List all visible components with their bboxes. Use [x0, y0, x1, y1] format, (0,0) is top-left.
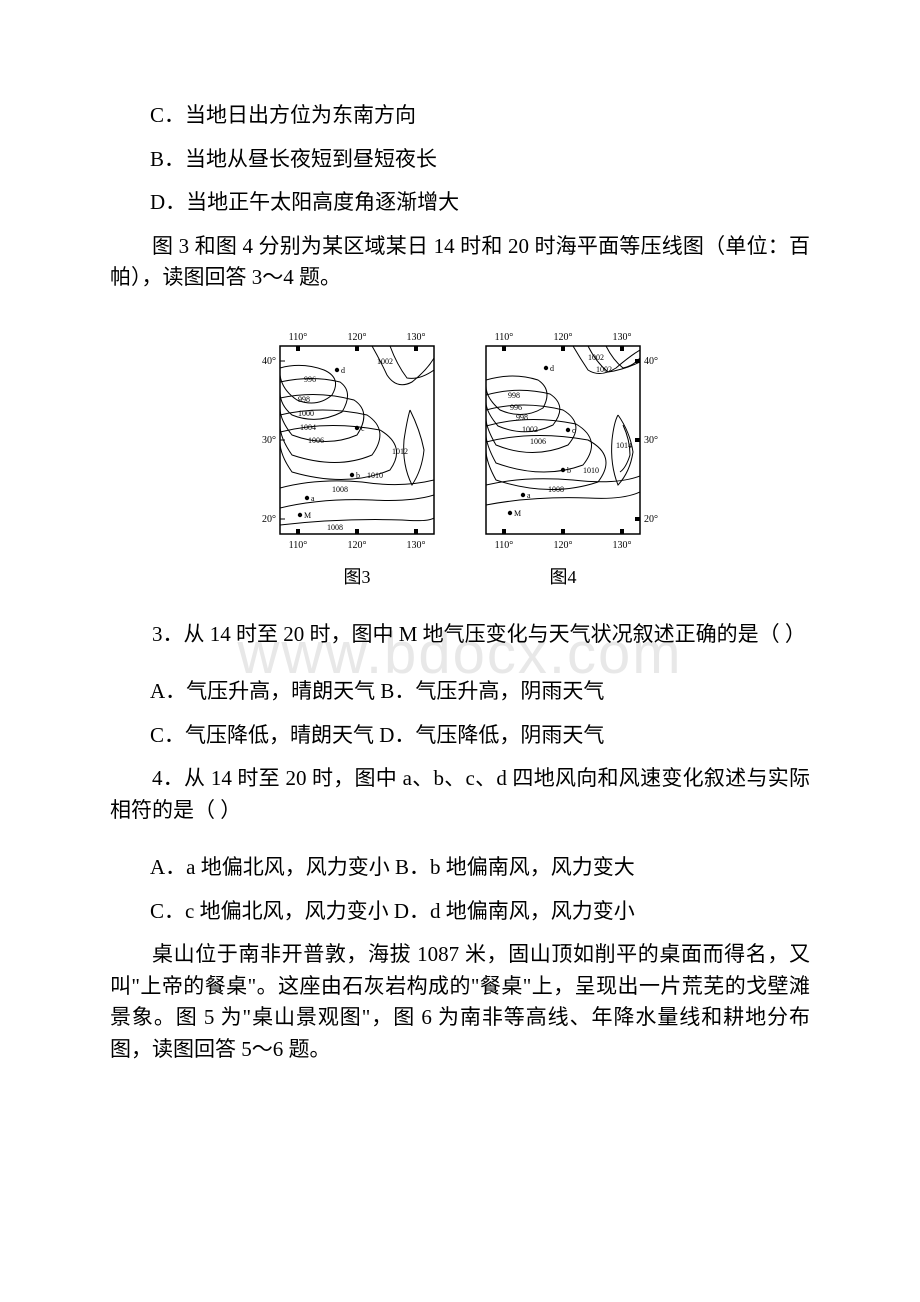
svg-text:M: M	[304, 511, 311, 520]
option-b: B．当地从昼长夜短到昼短夜长	[110, 144, 810, 176]
svg-text:1006: 1006	[308, 436, 324, 445]
svg-text:996: 996	[304, 375, 316, 384]
svg-text:1010: 1010	[367, 471, 383, 480]
svg-text:130°: 130°	[407, 540, 426, 551]
svg-text:20°: 20°	[262, 514, 276, 525]
svg-text:110°: 110°	[495, 540, 514, 551]
q4-opt-ab: A．a 地偏北风，风力变小 B．b 地偏南风，风力变大	[110, 852, 810, 884]
fig4-wrap: 110° 110° 120° 120° 130° 130° 40° 30° 20° d c b aM 99…	[468, 320, 658, 591]
isobar-map: 110° 110° 120° 120° 130° 130° 40° 30° 20° d c b aM 99…	[262, 320, 452, 560]
svg-text:120°: 120°	[348, 332, 367, 343]
svg-text:a: a	[527, 491, 531, 500]
svg-text:1010: 1010	[583, 466, 599, 475]
svg-text:130°: 130°	[407, 332, 426, 343]
svg-text:110°: 110°	[289, 332, 308, 343]
svg-text:c: c	[572, 426, 576, 435]
fig3-caption: 图3	[344, 564, 371, 591]
svg-text:130°: 130°	[613, 332, 632, 343]
option-d: D．当地正午太阳高度角逐渐增大	[110, 187, 810, 219]
svg-text:30°: 30°	[644, 435, 658, 446]
svg-text:1002: 1002	[377, 357, 393, 366]
svg-text:110°: 110°	[495, 332, 514, 343]
q3-stem: 3．从 14 时至 20 时，图中 M 地气压变化与天气状况叙述正确的是（ ）	[110, 619, 810, 651]
option-c: C．当地日出方位为东南方向	[110, 100, 810, 132]
passage-1: 图 3 和图 4 分别为某区域某日 14 时和 20 时海平面等压线图（单位：百…	[110, 231, 810, 294]
svg-text:40°: 40°	[644, 356, 658, 367]
q4-stem: 4．从 14 时至 20 时，图中 a、b、c、d 四地风向和风速变化叙述与实际…	[110, 763, 810, 826]
svg-text:1008: 1008	[548, 485, 564, 494]
svg-text:998: 998	[298, 395, 310, 404]
svg-text:1014: 1014	[616, 441, 632, 450]
svg-text:1004: 1004	[300, 423, 316, 432]
svg-text:30°: 30°	[262, 435, 276, 446]
q3-opt-ab: A．气压升高，晴朗天气 B．气压升高，阴雨天气	[110, 676, 810, 708]
svg-text:40°: 40°	[262, 356, 276, 367]
fig3-wrap: 110° 110° 120° 120° 130° 130° 40° 30° 20° d c b aM 99…	[262, 320, 452, 591]
figure-block: 110°110°120°120°130°130°40°30°20°dcbaM99…	[110, 320, 810, 591]
svg-text:20°: 20°	[644, 514, 658, 525]
q3-opt-cd: C．气压降低，晴朗天气 D．气压降低，阴雨天气	[110, 720, 810, 752]
svg-text:M: M	[514, 509, 521, 518]
svg-text:1008: 1008	[332, 485, 348, 494]
svg-text:120°: 120°	[554, 332, 573, 343]
fig4-caption: 图4	[550, 564, 577, 591]
svg-text:1012: 1012	[392, 447, 408, 456]
svg-text:1000: 1000	[298, 409, 314, 418]
svg-text:110°: 110°	[289, 540, 308, 551]
q4-opt-cd: C．c 地偏北风，风力变小 D．d 地偏南风，风力变小	[110, 896, 810, 928]
svg-text:996: 996	[510, 403, 522, 412]
svg-text:a: a	[311, 494, 315, 503]
svg-text:c: c	[361, 424, 365, 433]
svg-text:b: b	[356, 471, 360, 480]
svg-text:120°: 120°	[554, 540, 573, 551]
svg-text:1002: 1002	[588, 353, 604, 362]
svg-text:1008: 1008	[327, 523, 343, 532]
svg-text:130°: 130°	[613, 540, 632, 551]
passage-2: 桌山位于南非开普敦，海拔 1087 米，固山顶如削平的桌面而得名，又叫"上帝的餐…	[110, 939, 810, 1065]
svg-text:1006: 1006	[530, 437, 546, 446]
svg-text:120°: 120°	[348, 540, 367, 551]
svg-text:d: d	[550, 364, 554, 373]
svg-text:1002: 1002	[596, 365, 612, 374]
svg-text:998: 998	[516, 413, 528, 422]
page-content: C．当地日出方位为东南方向 B．当地从昼长夜短到昼短夜长 D．当地正午太阳高度角…	[110, 100, 810, 1065]
svg-text:998: 998	[508, 391, 520, 400]
isobar-map: 110° 110° 120° 120° 130° 130° 40° 30° 20° d c b aM 99…	[468, 320, 658, 560]
svg-text:1002: 1002	[522, 425, 538, 434]
svg-text:b: b	[567, 466, 571, 475]
svg-text:d: d	[341, 366, 345, 375]
